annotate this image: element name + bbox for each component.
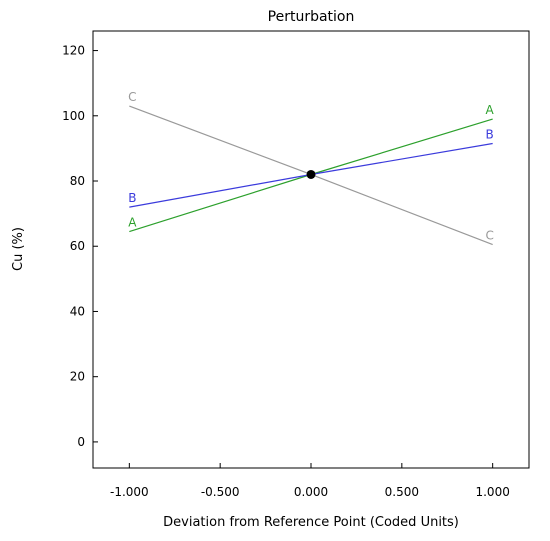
series-label-c-start: C <box>128 90 136 104</box>
series-label-b-start: B <box>128 191 136 205</box>
y-tick-label: 40 <box>70 304 85 318</box>
series-label-b-end: B <box>486 128 494 142</box>
y-tick-label: 120 <box>62 44 85 58</box>
series-label-a-start: A <box>128 216 137 230</box>
y-tick-label: 80 <box>70 174 85 188</box>
x-tick-label: -1.000 <box>110 485 149 499</box>
x-tick-label: 0.000 <box>294 485 328 499</box>
series-label-a-end: A <box>486 103 495 117</box>
x-axis-label: Deviation from Reference Point (Coded Un… <box>163 515 459 530</box>
y-tick-label: 60 <box>70 239 85 253</box>
y-tick-label: 0 <box>77 435 85 449</box>
series-label-c-end: C <box>485 229 493 243</box>
chart-title: Perturbation <box>268 9 355 25</box>
y-tick-label: 100 <box>62 109 85 123</box>
x-tick-label: 0.500 <box>385 485 419 499</box>
plot-frame <box>92 30 530 469</box>
x-tick-label: 1.000 <box>475 485 509 499</box>
x-axis: -1.000 -0.500 0.000 0.500 1.000 <box>110 463 510 499</box>
reference-point-marker <box>306 169 316 179</box>
y-tick-label: 20 <box>70 370 85 384</box>
x-tick-label: -0.500 <box>201 485 240 499</box>
y-axis-label: Cu (%) <box>11 227 26 271</box>
y-axis: 0 20 40 60 80 100 120 <box>62 44 98 449</box>
